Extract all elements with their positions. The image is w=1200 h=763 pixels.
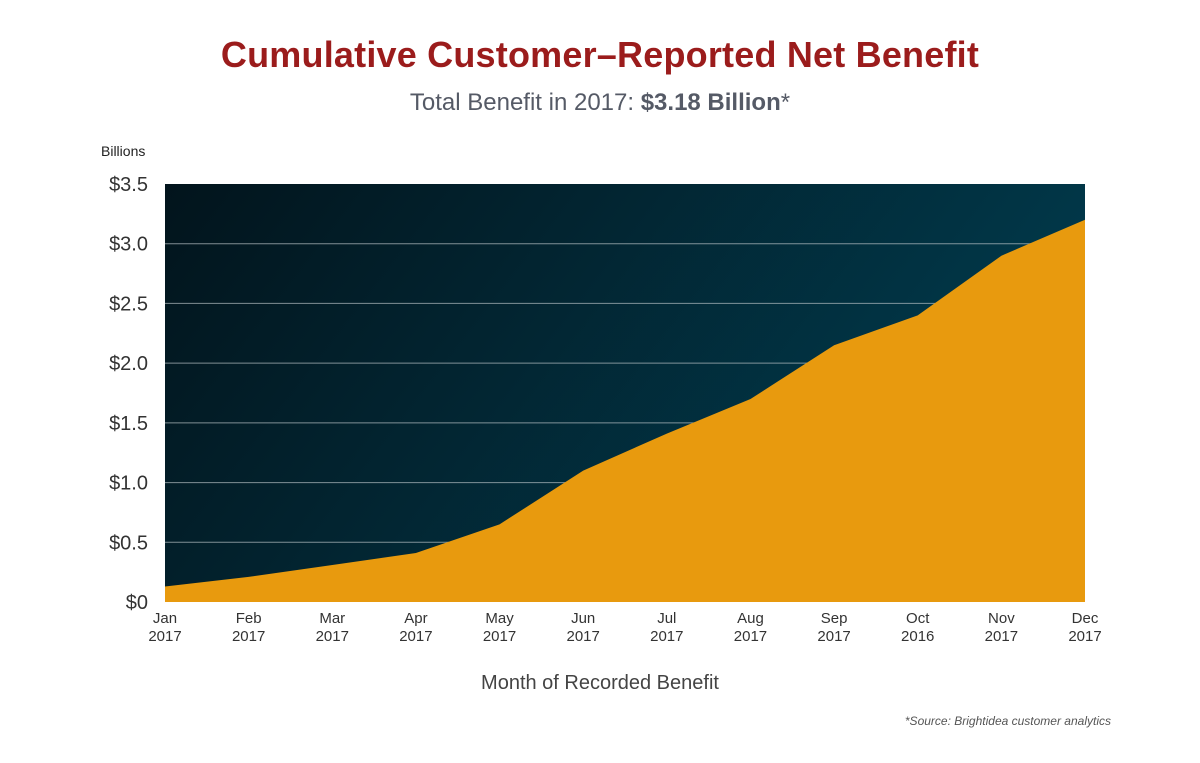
x-tick-label: Jul 2017 xyxy=(650,610,683,645)
x-tick-label: Jun 2017 xyxy=(566,610,599,645)
y-tick-label: $0.5 xyxy=(109,532,148,554)
source-note: *Source: Brightidea customer analytics xyxy=(904,714,1111,728)
subtitle-asterisk: * xyxy=(780,89,791,116)
chart-subtitle: Total Benefit in 2017: $3.18 Billion* xyxy=(0,89,1200,117)
y-axis-ticks: $0 $0.5 $1.0 $1.5 $2.0 $2.5 $3.0 $3.5 xyxy=(109,174,148,614)
x-tick-label: May 2017 xyxy=(483,610,516,645)
area-series xyxy=(165,219,1085,603)
x-axis-ticks: Jan 2017 Feb 2017 Mar 2017 Apr 2017 May 2017 Jun 20… xyxy=(148,610,1101,645)
y-tick-label: $2.0 xyxy=(109,353,148,375)
y-tick-label: $0 xyxy=(126,592,148,614)
subtitle-prefix: Total Benefit in 2017: xyxy=(409,89,641,116)
y-tick-label: $2.5 xyxy=(109,293,148,315)
y-tick-label: $3.5 xyxy=(109,174,148,196)
x-tick-label: Dec 2017 xyxy=(1068,610,1101,645)
x-tick-label: Feb 2017 xyxy=(232,610,265,645)
chart-title: Cumulative Customer–Reported Net Benefit xyxy=(220,34,980,75)
x-tick-label: Mar 2017 xyxy=(316,610,349,645)
y-tick-label: $3.0 xyxy=(109,234,148,256)
y-tick-label: $1.0 xyxy=(109,473,148,495)
subtitle-total-value: $3.18 Billion xyxy=(640,89,781,116)
x-tick-label: Aug 2017 xyxy=(734,610,767,645)
x-tick-label: Apr 2017 xyxy=(399,610,432,645)
x-tick-label: Sep 2017 xyxy=(817,610,850,645)
x-tick-label: Jan 2017 xyxy=(148,610,181,645)
y-axis-units-label: Billions xyxy=(101,143,146,159)
y-tick-label: $1.5 xyxy=(109,413,148,435)
x-axis-label: Month of Recorded Benefit xyxy=(481,672,719,694)
x-tick-label: Nov 2017 xyxy=(985,610,1018,645)
x-tick-label: Oct 2016 xyxy=(901,610,934,645)
